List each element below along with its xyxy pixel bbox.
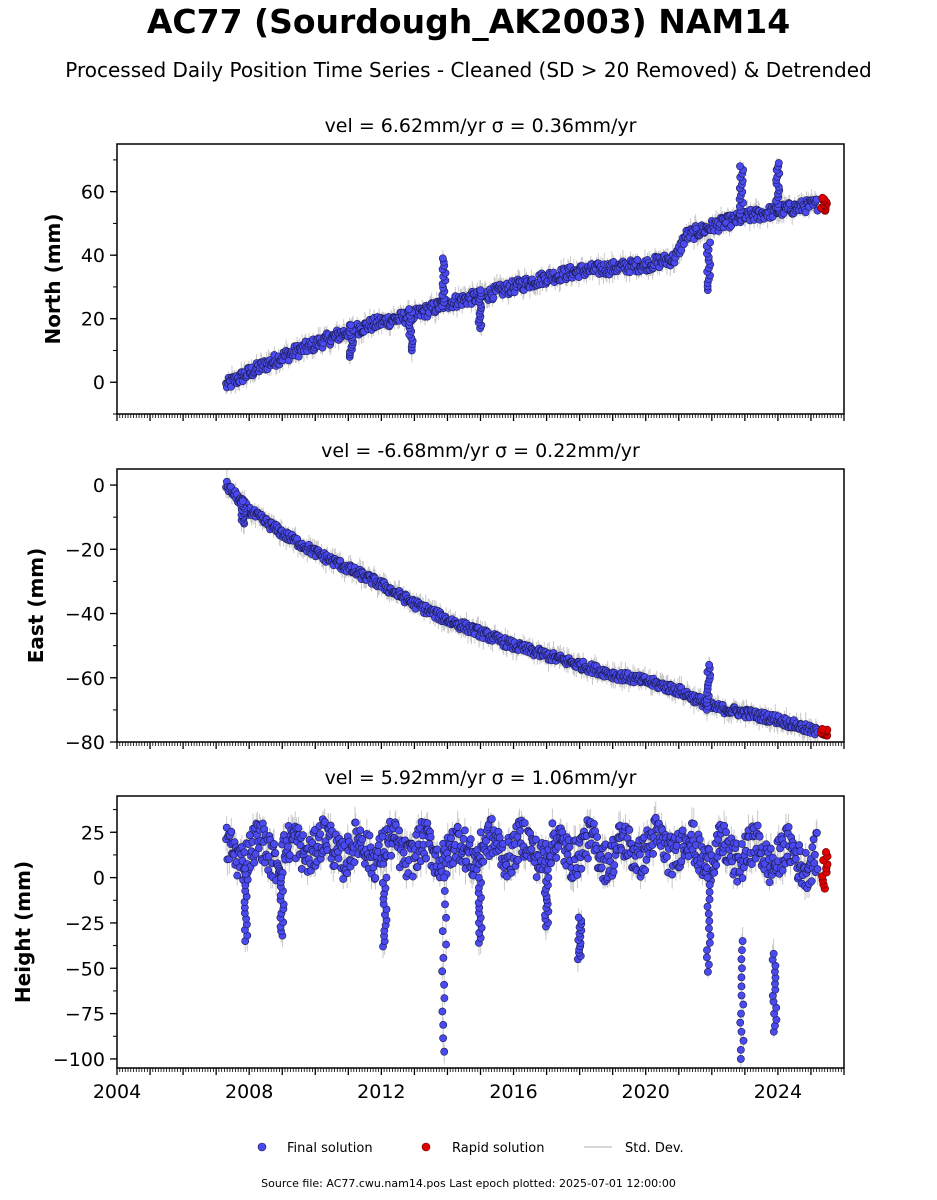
y-axis-label: East (mm) <box>24 548 48 664</box>
final-solution-point <box>423 819 432 828</box>
panel-title: vel = -6.68mm/yr σ = 0.22mm/yr <box>321 440 640 462</box>
page-subtitle: Processed Daily Position Time Series - C… <box>65 58 872 82</box>
page-title: AC77 (Sourdough_AK2003) NAM14 <box>146 2 791 41</box>
final-solution-point <box>294 824 303 832</box>
final-solution-point <box>346 321 355 329</box>
final-solution-point <box>227 827 236 836</box>
final-solution-point <box>387 851 396 860</box>
final-solution-point <box>736 162 744 171</box>
y-tick-label: 60 <box>81 182 105 204</box>
final-solution-point <box>371 874 380 882</box>
final-solution-point <box>270 840 278 848</box>
final-solution-point <box>774 159 783 167</box>
final-solution-point <box>271 849 280 857</box>
panel-title: vel = 6.62mm/yr σ = 0.36mm/yr <box>325 115 637 137</box>
rapid-solution-point <box>818 725 827 734</box>
y-tick-label: −80 <box>65 732 105 754</box>
final-solution-point <box>283 842 292 851</box>
final-solution-point <box>633 256 642 264</box>
final-solution-point <box>438 254 447 263</box>
final-solution-point <box>405 305 414 314</box>
rapid-solution-point <box>818 193 827 203</box>
final-solution-point <box>426 833 435 841</box>
final-solution-point <box>422 854 430 863</box>
final-solution-point <box>374 841 383 850</box>
final-solution-point <box>238 497 247 506</box>
y-tick-label: 0 <box>93 475 105 497</box>
final-solution-point <box>356 826 365 835</box>
final-solution-point <box>299 831 307 840</box>
final-solution-point <box>316 830 325 839</box>
final-solution-point <box>399 848 408 857</box>
final-solution-point <box>350 858 359 867</box>
final-solution-point <box>489 293 498 302</box>
final-solution-point <box>245 831 254 840</box>
final-solution-point <box>476 286 485 295</box>
final-solution-point <box>705 661 714 669</box>
y-axis-label: North (mm) <box>41 213 65 344</box>
y-tick-label: 40 <box>81 245 105 267</box>
y-tick-label: −40 <box>65 604 105 626</box>
final-solution-point <box>351 818 360 827</box>
final-solution-point <box>240 848 249 857</box>
y-tick-label: 20 <box>81 309 105 331</box>
final-solution-point <box>343 869 352 878</box>
plot-frame <box>116 143 845 415</box>
final-solution-point <box>334 854 343 863</box>
plot-frame <box>116 468 845 743</box>
final-solution-point <box>395 826 403 835</box>
final-solution-point <box>250 858 259 867</box>
final-solution-point <box>365 831 374 840</box>
final-solution-point <box>330 861 339 870</box>
final-solution-point <box>255 844 263 853</box>
y-tick-label: 0 <box>93 372 105 394</box>
final-solution-point <box>706 238 715 247</box>
y-tick-label: −20 <box>65 539 105 561</box>
y-tick-label: −60 <box>65 668 105 690</box>
final-solution-point <box>409 872 417 881</box>
